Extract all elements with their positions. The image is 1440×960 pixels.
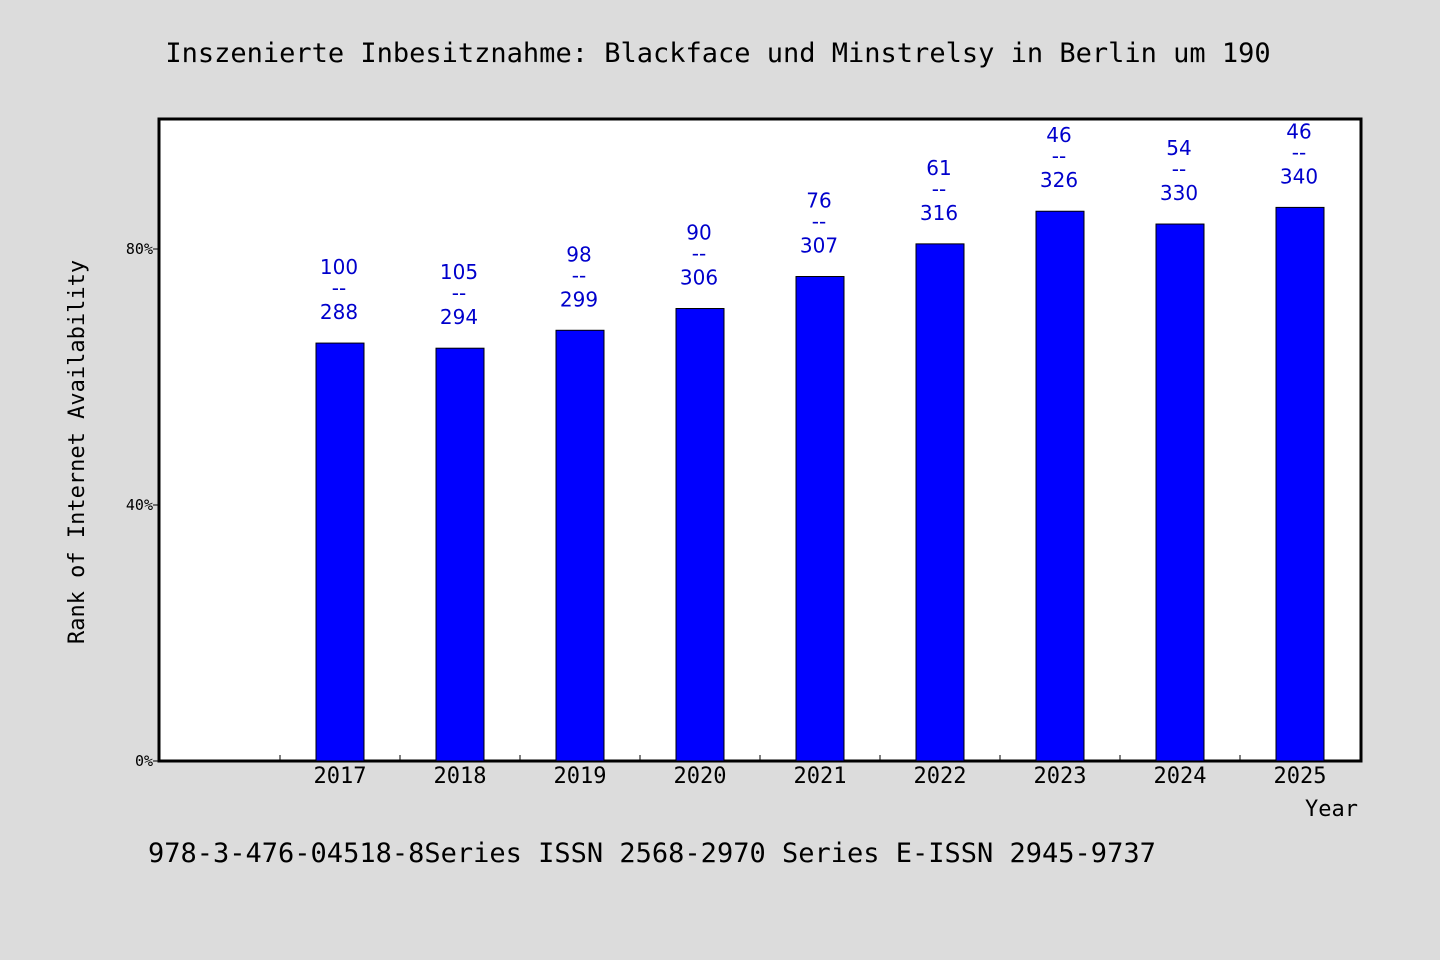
x-tick-label: 2024 (1154, 764, 1207, 789)
data-labels-group: 100--288105--29498--29990--30676--30761-… (320, 119, 1318, 329)
data-label-bottom: 307 (800, 234, 838, 258)
data-label-bottom: 294 (440, 305, 478, 329)
data-label-separator: -- (932, 177, 946, 201)
data-label-bottom: 306 (680, 266, 718, 290)
data-label-bottom: 316 (920, 201, 958, 225)
data-label-separator: -- (692, 242, 706, 266)
data-label-bottom: 340 (1280, 164, 1318, 188)
x-axis-label: Year (1305, 797, 1358, 822)
y-axis-label: Rank of Internet Availability (65, 260, 90, 644)
data-label-top: 100 (320, 255, 358, 279)
x-tick-label: 2017 (314, 764, 367, 789)
y-tick-label: 0% (135, 752, 153, 770)
data-label-bottom: 288 (320, 300, 358, 324)
bar (675, 308, 725, 762)
bar (915, 243, 965, 762)
x-tick-label: 2023 (1034, 764, 1087, 789)
footer-text: 978-3-476-04518-8Series ISSN 2568-2970 S… (148, 838, 1156, 869)
data-label-top: 98 (566, 242, 591, 266)
x-tick-label: 2020 (674, 764, 727, 789)
y-tick-label: 40% (126, 496, 153, 514)
data-label-top: 46 (1046, 123, 1071, 147)
data-label-top: 54 (1166, 136, 1191, 160)
data-label-separator: -- (572, 263, 586, 287)
x-tick-label: 2022 (914, 764, 967, 789)
data-label-top: 90 (686, 221, 711, 245)
x-tick-label: 2018 (434, 764, 487, 789)
bars-group (315, 206, 1325, 762)
y-tick-label: 80% (126, 240, 153, 258)
y-axis-ticks: 0% 40% 80% (126, 240, 159, 770)
data-label-separator: -- (812, 210, 826, 234)
data-label-bottom: 326 (1040, 168, 1078, 192)
data-label-top: 46 (1286, 119, 1311, 143)
bar (1155, 223, 1205, 762)
bar (1275, 206, 1325, 762)
data-label-top: 61 (926, 156, 951, 180)
bar (795, 276, 845, 762)
data-label-separator: -- (1172, 157, 1186, 181)
chart-title: Inszenierte Inbesitznahme: Blackface und… (165, 38, 1270, 69)
data-label-separator: -- (1292, 140, 1306, 164)
data-label-separator: -- (332, 276, 346, 300)
bar (555, 329, 605, 762)
data-label-separator: -- (452, 281, 466, 305)
x-tick-label: 2025 (1274, 764, 1327, 789)
data-label-top: 105 (440, 260, 478, 284)
x-tick-label: 2021 (794, 764, 847, 789)
x-axis-ticks: 2017 2018 2019 2020 2021 2022 2023 2024 2025 (279, 755, 1327, 789)
bar (435, 347, 485, 762)
data-label-bottom: 299 (560, 287, 598, 311)
bar (1035, 210, 1085, 762)
data-label-separator: -- (1052, 144, 1066, 168)
bar (315, 342, 365, 762)
data-label-bottom: 330 (1160, 181, 1198, 205)
x-tick-label: 2019 (554, 764, 607, 789)
data-label-top: 76 (806, 189, 831, 213)
